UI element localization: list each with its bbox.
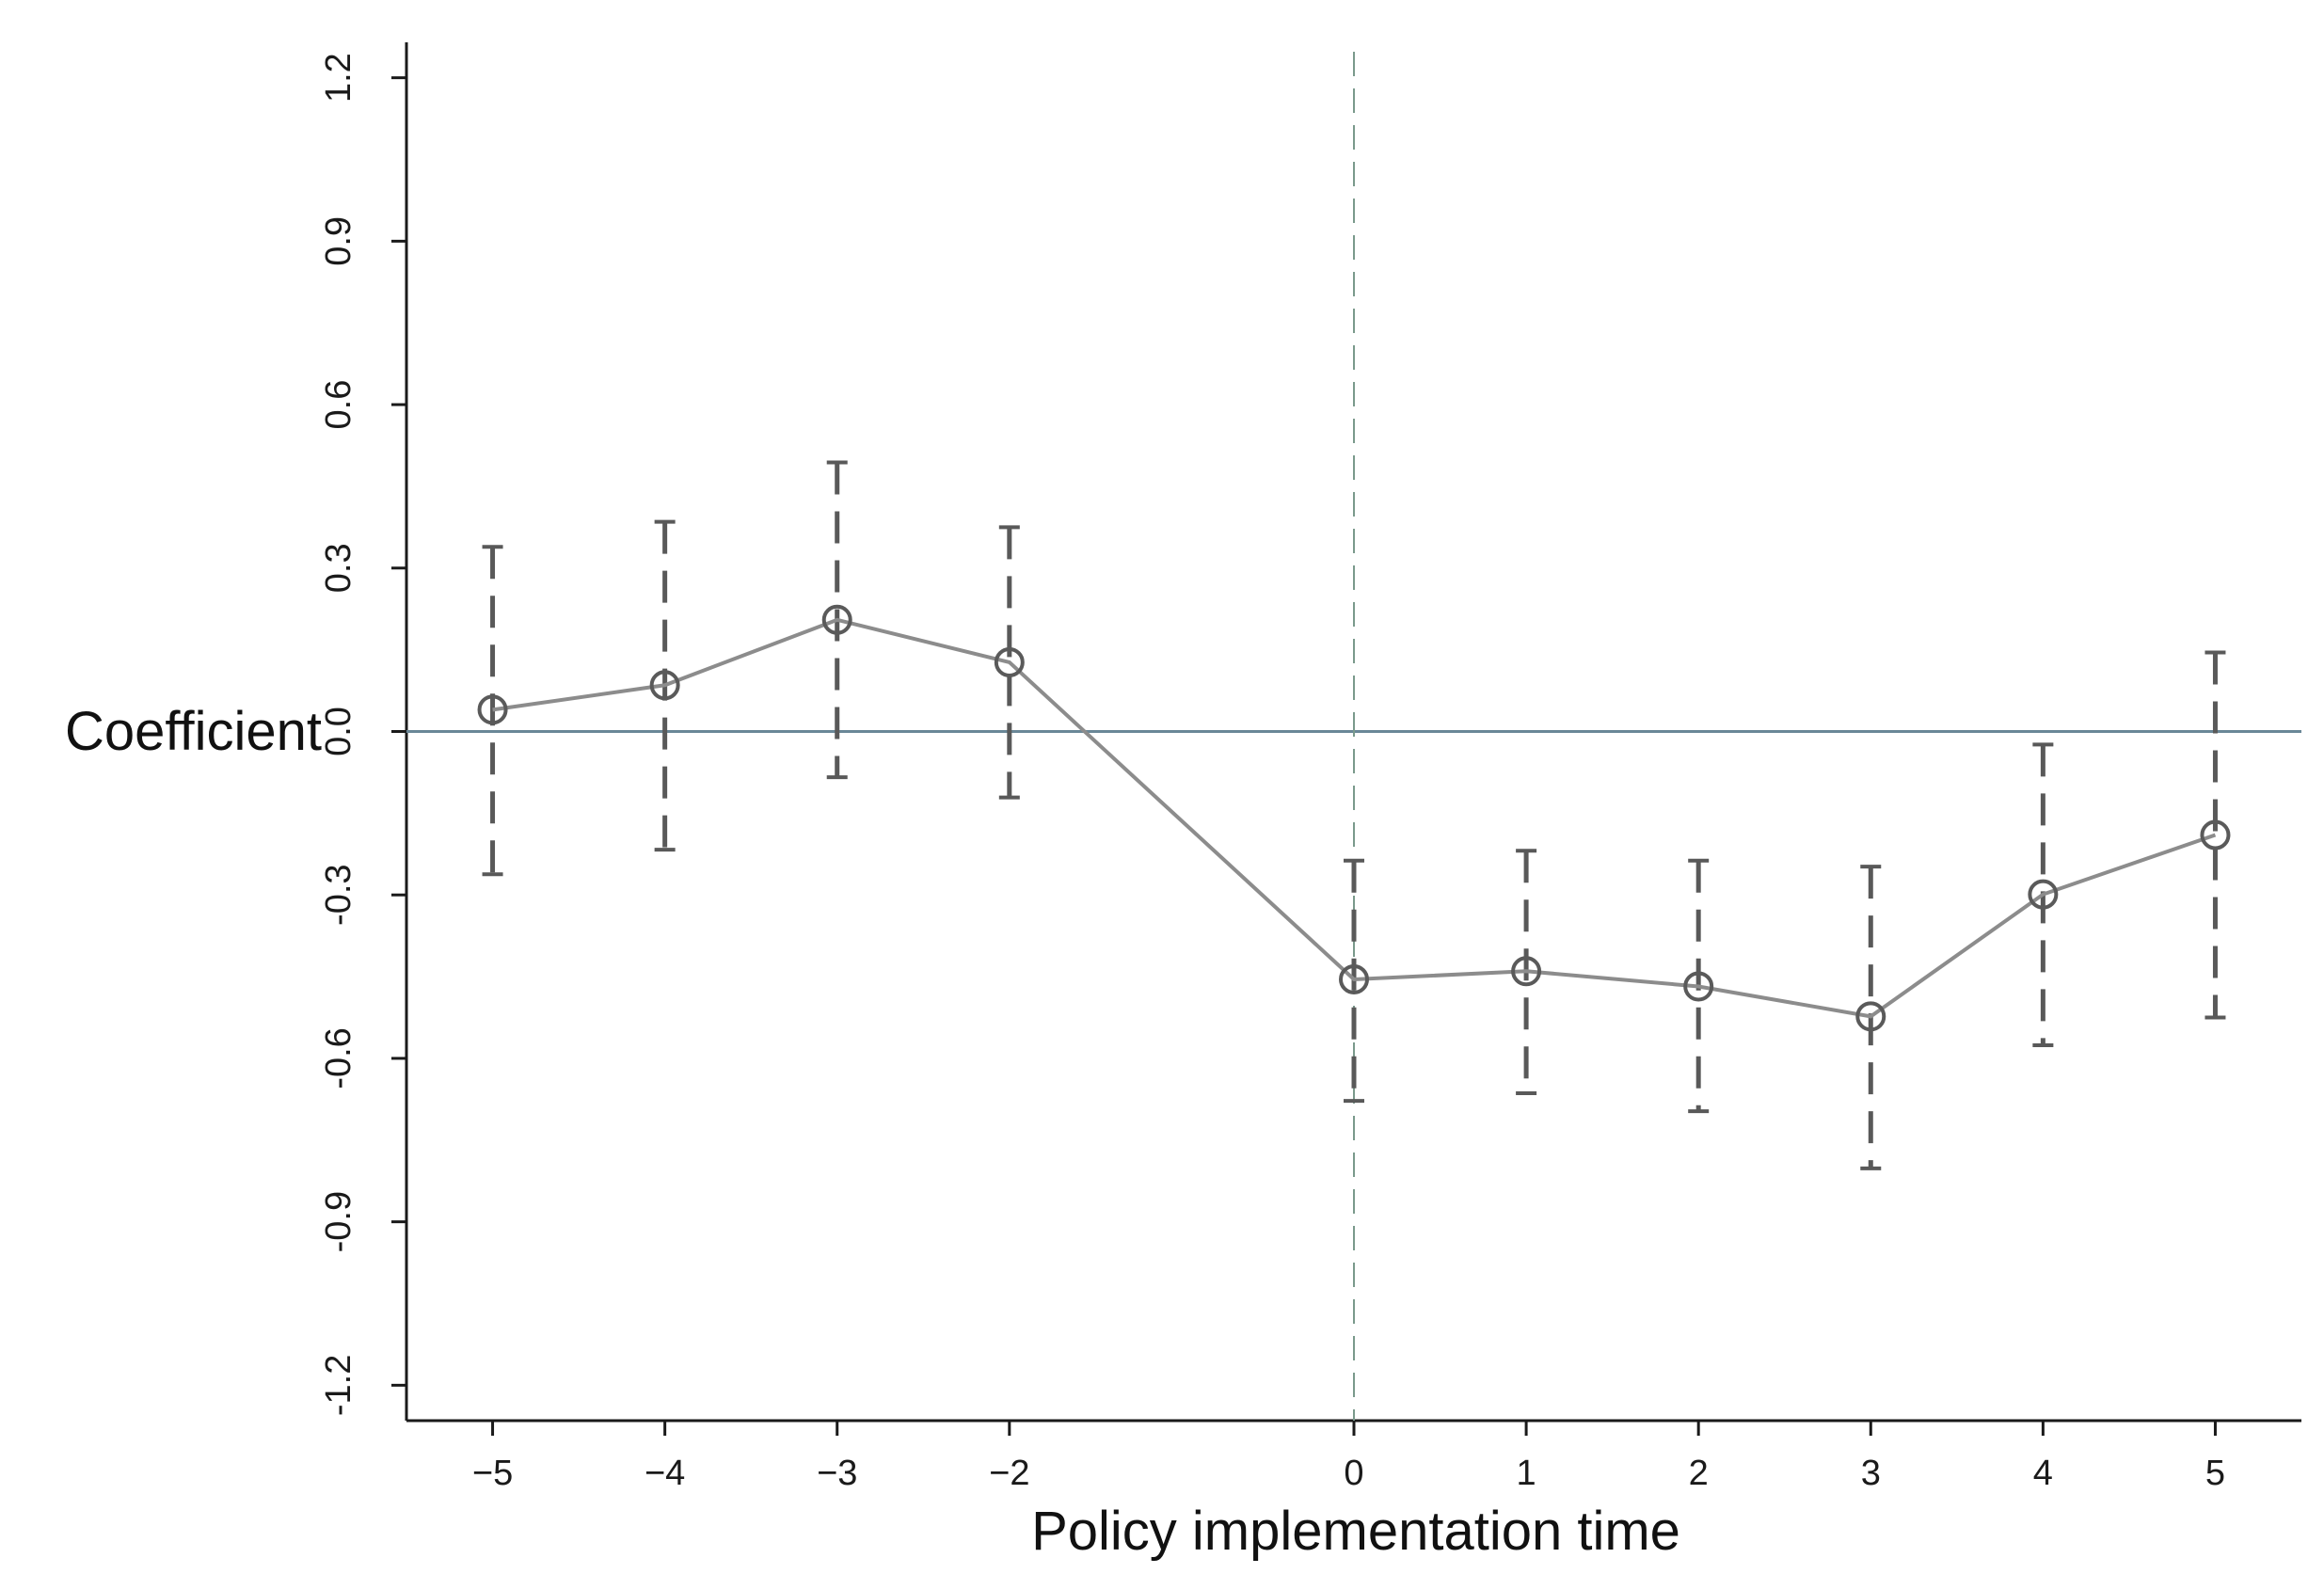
markers	[477, 604, 2231, 1032]
series	[492, 617, 2217, 1019]
point-1	[649, 670, 680, 701]
x-tick-label-9: 5	[2205, 1454, 2225, 1493]
x-tick-label-2: −3	[817, 1454, 857, 1493]
x-tick-label-3: −2	[989, 1454, 1029, 1493]
reference-lines	[406, 52, 2301, 1421]
y-tick-label-0: -1.2	[319, 1355, 358, 1416]
y-axis: -1.2 -0.9 -0.6 -0.3 0.0 0.3 0.6 0.9 1.2	[319, 42, 408, 1421]
point-7	[1855, 1001, 1886, 1032]
ci-bar-0	[482, 545, 503, 877]
y-ticks: -1.2 -0.9 -0.6 -0.3 0.0 0.3 0.6 0.9 1.2	[319, 53, 406, 1416]
point-3	[994, 646, 1025, 677]
y-tick-label-7: 0.9	[319, 216, 358, 266]
series-line	[492, 617, 2217, 1019]
point-6	[1683, 971, 1714, 1002]
point-5	[1511, 956, 1542, 987]
x-ticks: −5 −4 −3 −2 0 1 2 3 4 5	[472, 1421, 2225, 1493]
x-tick-label-5: 1	[1517, 1454, 1536, 1493]
y-tick-label-1: -0.9	[319, 1191, 358, 1252]
y-tick-label-8: 1.2	[319, 53, 358, 103]
point-2	[821, 604, 852, 635]
x-tick-label-6: 2	[1689, 1454, 1709, 1493]
point-9	[2200, 819, 2231, 851]
x-tick-label-1: −4	[645, 1454, 685, 1493]
point-0	[477, 694, 508, 725]
x-axis-title: Policy implementation time	[1031, 1501, 1680, 1562]
x-axis: −5 −4 −3 −2 0 1 2 3 4 5	[406, 1419, 2301, 1493]
point-4	[1339, 963, 1369, 994]
x-tick-label-4: 0	[1344, 1454, 1363, 1493]
ci-bar-3	[998, 525, 1020, 800]
point-8	[2028, 879, 2059, 910]
y-tick-label-2: -0.6	[319, 1027, 358, 1089]
y-tick-label-3: -0.3	[319, 864, 358, 925]
ci-bar-9	[2205, 650, 2226, 1020]
x-tick-label-7: 3	[1861, 1454, 1881, 1493]
x-tick-label-8: 4	[2033, 1454, 2053, 1493]
y-tick-label-4: 0.0	[319, 707, 358, 756]
y-tick-label-6: 0.6	[319, 380, 358, 430]
y-tick-label-5: 0.3	[319, 543, 358, 593]
x-tick-label-0: −5	[472, 1454, 513, 1493]
y-axis-title: Coefficient	[65, 701, 322, 762]
